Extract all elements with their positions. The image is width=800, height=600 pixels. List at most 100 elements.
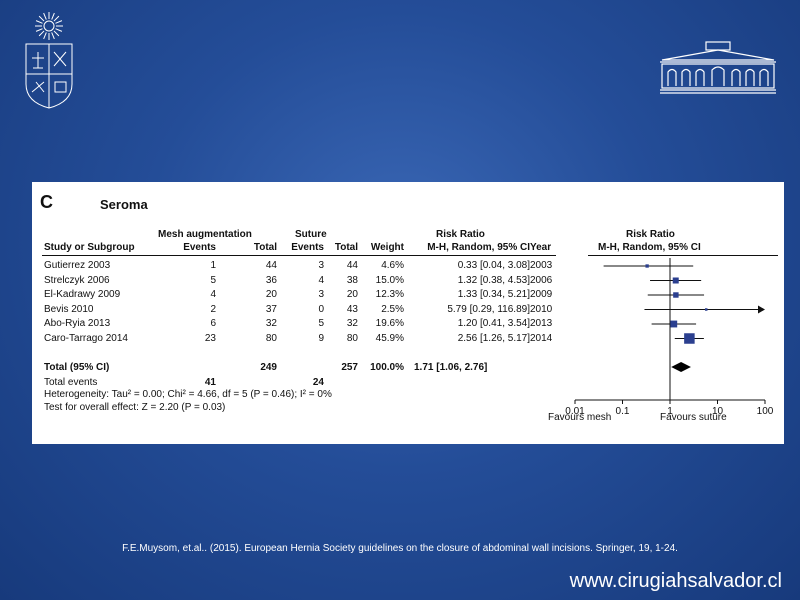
risk-ratio-header-right: Risk Ratio: [626, 229, 675, 240]
events2-value: 4: [318, 274, 324, 286]
year-value: 2003: [530, 260, 553, 271]
weight-value: 19.6%: [375, 318, 404, 329]
total1-column-header: Total: [253, 242, 277, 253]
study-name: Abo-Ryia 2013: [44, 318, 111, 329]
x-axis-tick-label: 1: [667, 406, 673, 417]
study-marker: [672, 277, 679, 284]
x-axis-tick-label: 0.1: [616, 406, 630, 417]
year-column-header: Year: [530, 242, 552, 253]
study-name: Gutierrez 2003: [44, 260, 111, 271]
total-events1: 41: [204, 377, 216, 388]
total1-cell: 44: [265, 260, 277, 271]
weight-value: 15.0%: [375, 274, 404, 286]
total2-cell: 20: [346, 289, 358, 300]
events1-value: 23: [204, 332, 216, 344]
x-axis-tick-label: 0.01: [565, 406, 585, 417]
panel-letter: C: [40, 192, 53, 212]
overall-effect-text: Test for overall effect: Z = 2.20 (P = 0…: [44, 402, 226, 413]
study-marker: [704, 308, 708, 311]
sun-ray: [35, 28, 43, 32]
risk-ratio-ci: 0.33 [0.04, 3.08]: [457, 260, 530, 271]
weight-value: 12.3%: [375, 289, 404, 300]
sun-ray: [43, 12, 47, 20]
total2-cell: 43: [346, 303, 358, 315]
website-url[interactable]: www.cirugiahsalvador.cl: [569, 570, 782, 592]
total1-cell: 37: [265, 303, 277, 315]
total2-cell: 32: [346, 318, 358, 329]
study-name: Strelczyk 2006: [44, 274, 110, 286]
events1-value: 2: [210, 303, 216, 315]
total-events-label: Total events: [44, 377, 98, 388]
header-rule-right: [588, 255, 778, 256]
x-axis-tick-label: 100: [757, 406, 774, 417]
study-marker: [684, 333, 695, 344]
favours-suture-label: Favours suture: [660, 412, 727, 423]
mesh-group-header: Mesh augmentation: [158, 229, 252, 240]
weight-value: 4.6%: [381, 260, 404, 271]
forest-plot-panel: C Seroma Mesh augmentation Suture Risk R…: [32, 182, 784, 444]
events2-column-header: Events: [291, 242, 324, 253]
total-weight: 100.0%: [370, 362, 404, 373]
events1-value: 1: [210, 260, 216, 271]
total2-value: 257: [341, 362, 358, 373]
total1-value: 249: [260, 362, 277, 373]
panel-title: Seroma: [100, 197, 148, 212]
events1-column-header: Events: [183, 242, 216, 253]
ci-column-header: M-H, Random, 95% CI: [427, 242, 530, 253]
study-name: El-Kadrawy 2009: [44, 289, 121, 300]
header-rule-left: [42, 255, 556, 256]
events2-value: 3: [318, 289, 324, 300]
events2-value: 5: [318, 318, 324, 329]
sun-ray: [43, 32, 47, 40]
sun-ray: [55, 20, 63, 24]
study-name: Bevis 2010: [44, 303, 94, 315]
events2-value: 9: [318, 332, 324, 344]
events2-value: 3: [318, 260, 324, 271]
sun-ray: [38, 15, 45, 22]
sun-ray: [53, 30, 60, 37]
weight-value: 2.5%: [381, 303, 404, 315]
total-label: Total (95% CI): [44, 362, 110, 373]
events2-value: 0: [318, 303, 324, 315]
study-marker: [673, 292, 679, 298]
year-value: 2014: [530, 332, 553, 344]
heterogeneity-text: Heterogeneity: Tau² = 0.00; Chi² = 4.66,…: [44, 389, 332, 400]
total-ci: 1.71 [1.06, 2.76]: [414, 362, 488, 373]
risk-ratio-header-left: Risk Ratio: [436, 229, 485, 240]
citation-text: F.E.Muysom, et.al.. (2015). European Her…: [122, 543, 678, 554]
weight-value: 45.9%: [375, 332, 404, 344]
suture-group-header: Suture: [295, 229, 327, 240]
events1-value: 4: [210, 289, 216, 300]
events1-value: 6: [210, 318, 216, 329]
total-events2: 24: [312, 377, 324, 388]
favours-mesh-label: Favours mesh: [548, 412, 612, 423]
study-name: Caro-Tarrago 2014: [44, 332, 128, 344]
university-crest-logo: [25, 12, 73, 109]
total2-cell: 80: [346, 332, 358, 344]
ci-arrow: [758, 305, 765, 314]
pooled-diamond: [671, 362, 691, 372]
total1-cell: 36: [265, 274, 277, 286]
study-marker: [670, 320, 678, 328]
total1-cell: 80: [265, 332, 277, 344]
sun-ray: [51, 12, 55, 20]
weight-column-header: Weight: [370, 242, 404, 253]
total2-column-header: Total: [334, 242, 358, 253]
total2-cell: 38: [346, 274, 358, 286]
sun-ray: [38, 30, 45, 37]
total1-cell: 32: [265, 318, 277, 329]
sun-ray: [51, 32, 55, 40]
total1-cell: 20: [265, 289, 277, 300]
study-column-header: Study or Subgroup: [44, 242, 135, 253]
risk-ratio-ci: 1.32 [0.38, 4.53]: [457, 274, 530, 286]
ci-column-header-right: M-H, Random, 95% CI: [598, 242, 701, 253]
study-marker: [645, 264, 649, 268]
sun-ray: [55, 28, 63, 32]
forest-plot-chart: 0.01 0.1 1 10 100: [565, 258, 774, 417]
year-value: 2009: [530, 289, 553, 300]
hospital-building-logo: [660, 41, 776, 94]
year-value: 2010: [530, 303, 553, 315]
risk-ratio-ci: 1.33 [0.34, 5.21]: [457, 289, 530, 300]
year-value: 2013: [530, 318, 553, 329]
total2-cell: 44: [346, 260, 358, 271]
